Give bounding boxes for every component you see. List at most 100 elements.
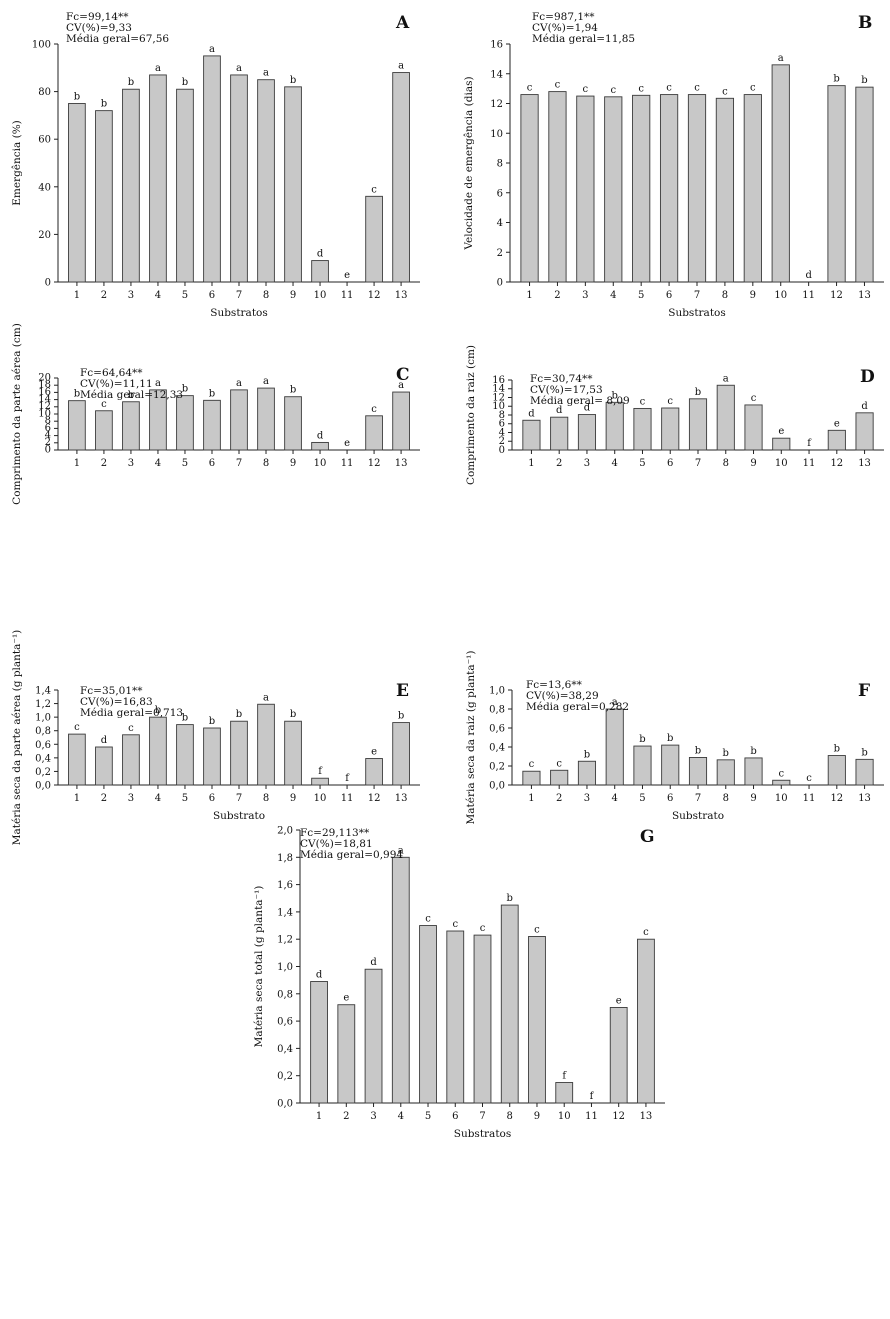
x-axis-title: Substratos (454, 1128, 512, 1140)
significance-letter: e (371, 747, 377, 758)
significance-letter: b (750, 746, 756, 757)
significance-letter: b (128, 77, 134, 88)
x-tick-label: 6 (452, 1111, 458, 1122)
significance-letter: d (101, 735, 108, 746)
x-tick-label: 7 (695, 458, 701, 469)
significance-letter: c (556, 758, 562, 769)
x-tick-label: 3 (582, 290, 588, 301)
bar (855, 412, 874, 451)
x-tick-label: 1 (528, 793, 534, 804)
x-tick-label: 9 (534, 1111, 540, 1122)
bar (230, 720, 248, 786)
bar (528, 936, 546, 1104)
x-tick-label: 12 (830, 458, 843, 469)
panel-letter: B (858, 13, 872, 33)
y-axis-title: Comprimento da parte aérea (cm) (11, 323, 23, 505)
y-axis-title: Velocidade de emergência (dias) (463, 76, 475, 250)
stat-line: Fc=30,74** (530, 373, 593, 385)
stat-line: CV(%)=9,33 (66, 22, 132, 34)
bar (257, 703, 275, 786)
bar (203, 55, 221, 283)
significance-letter: a (155, 378, 161, 389)
bar (715, 97, 735, 283)
significance-letter: b (182, 77, 188, 88)
significance-letter: c (101, 399, 107, 410)
significance-letter: b (507, 893, 513, 904)
y-tick-label: 8 (45, 416, 51, 427)
significance-letter: c (371, 184, 377, 195)
panel-f: 0,0 0,2 0,4 0,6 0,8 1,0 1 c 2 c 3 b 4 a 5 b 6 b 7 b 8 b 9 b 10 c 1… (465, 651, 884, 824)
x-tick-label: 5 (638, 290, 644, 301)
x-tick-label: 8 (723, 793, 729, 804)
x-tick-label: 9 (750, 458, 756, 469)
y-tick-label: 2,0 (277, 826, 293, 837)
x-tick-label: 12 (368, 458, 381, 469)
significance-letter: b (723, 748, 729, 759)
bar (550, 416, 569, 451)
y-tick-label: 12 (492, 392, 505, 403)
y-tick-label: 14 (492, 384, 505, 395)
x-tick-label: 5 (639, 458, 645, 469)
significance-letter: b (209, 388, 215, 399)
y-tick-label: 4 (497, 218, 503, 229)
bar (716, 759, 735, 786)
x-tick-label: 6 (209, 290, 215, 301)
significance-letter: e (344, 438, 350, 449)
bar (716, 384, 735, 451)
bar (392, 722, 410, 786)
stat-line: Fc=13,6** (526, 679, 583, 691)
y-tick-label: 6 (497, 188, 503, 199)
x-tick-label: 3 (584, 458, 590, 469)
y-tick-label: 0,2 (35, 767, 51, 778)
bar (827, 85, 846, 283)
x-tick-label: 7 (236, 793, 242, 804)
x-tick-label: 2 (343, 1111, 349, 1122)
significance-letter: c (583, 84, 589, 95)
bar (500, 904, 519, 1104)
x-tick-label: 12 (830, 793, 843, 804)
bar (771, 64, 790, 283)
significance-letter: b (833, 74, 839, 85)
significance-letter: f (807, 438, 812, 449)
significance-letter: a (263, 692, 269, 703)
y-tick-label: 20 (38, 372, 51, 383)
y-tick-label: 18 (38, 380, 51, 391)
x-tick-label: 1 (74, 290, 80, 301)
x-tick-label: 3 (128, 458, 134, 469)
significance-letter: e (778, 426, 784, 437)
significance-letter: b (695, 745, 701, 756)
bar (688, 398, 708, 451)
x-tick-label: 4 (612, 458, 618, 469)
significance-letter: d (584, 403, 591, 414)
bar (632, 94, 651, 283)
y-tick-label: 1,4 (35, 686, 51, 697)
stat-line: Média geral=67,56 (66, 33, 169, 45)
y-tick-label: 0,4 (277, 1044, 293, 1055)
x-tick-label: 4 (155, 458, 161, 469)
y-tick-label: 8 (499, 410, 505, 421)
x-tick-label: 10 (775, 458, 788, 469)
stat-line: Média geral=0,713 (80, 707, 183, 719)
y-tick-label: 40 (38, 182, 51, 193)
x-tick-label: 1 (528, 458, 534, 469)
x-tick-label: 3 (128, 290, 134, 301)
x-tick-label: 7 (695, 793, 701, 804)
x-tick-label: 8 (263, 793, 269, 804)
x-tick-label: 1 (316, 1111, 322, 1122)
significance-letter: a (155, 63, 161, 74)
bar (257, 387, 275, 451)
significance-letter: b (667, 733, 673, 744)
significance-letter: d (370, 957, 377, 968)
bar (391, 856, 410, 1104)
x-axis-title: Substratos (668, 307, 726, 319)
bar (230, 74, 248, 283)
bar (772, 779, 791, 786)
y-axis-title: Matéria seca da parte aérea (g planta⁻¹) (11, 630, 23, 845)
panel-letter: D (860, 367, 875, 387)
significance-letter: c (610, 85, 616, 96)
x-tick-label: 11 (341, 290, 354, 301)
bar (176, 88, 194, 283)
y-tick-label: 0 (497, 278, 503, 289)
significance-letter: d (861, 401, 868, 412)
bar (637, 938, 655, 1104)
